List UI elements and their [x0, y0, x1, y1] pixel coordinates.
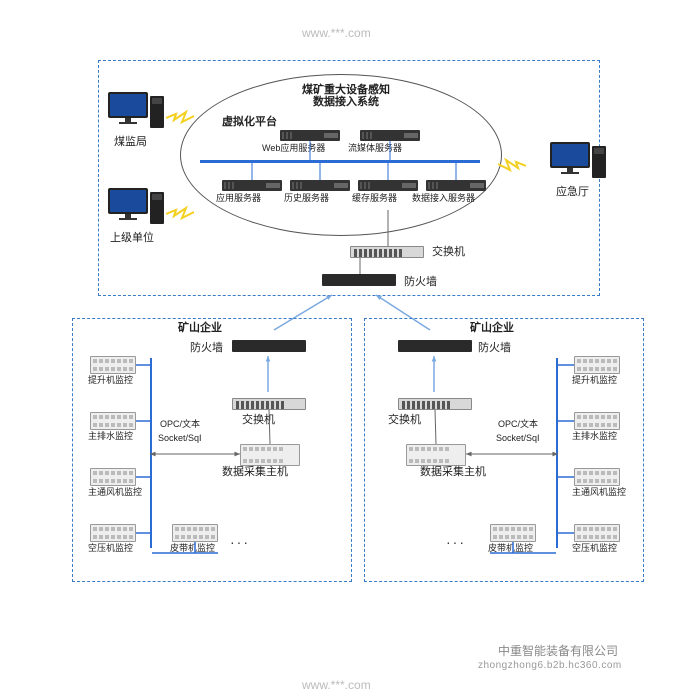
- server-label: 数据接入服务器: [412, 194, 475, 204]
- server-1u: [222, 180, 282, 191]
- switch-label: 交换机: [388, 414, 421, 426]
- client-tower: [150, 192, 164, 224]
- watermark-text: www.***.com: [302, 678, 371, 692]
- client-label: 上级单位: [110, 232, 154, 244]
- footer-company: 中重智能装备有限公司: [498, 642, 618, 659]
- ellipsis-dots: ···: [230, 534, 250, 550]
- ipc-label: 主排水监控: [572, 432, 617, 442]
- ipc-label: 主通风机监控: [88, 488, 142, 498]
- firewall-label: 防火墙: [190, 342, 223, 354]
- ellipsis-dots: ···: [446, 534, 466, 550]
- system-title: 煤矿重大设备感知数据接入系统: [302, 84, 390, 108]
- server-label: 历史服务器: [284, 194, 329, 204]
- lightning-icon: [498, 158, 526, 174]
- lightning-icon: [166, 206, 194, 222]
- switch-label: 交换机: [432, 246, 465, 258]
- mine-title: 矿山企业: [178, 322, 222, 334]
- ipc-label: 空压机监控: [572, 544, 617, 554]
- protocol-label: OPC/文本: [498, 420, 538, 430]
- host-label: 数据采集主机: [420, 466, 486, 478]
- ipc-label: 空压机监控: [88, 544, 133, 554]
- client-monitor: [104, 188, 152, 224]
- ipc-label: 提升机监控: [88, 376, 133, 386]
- client-monitor: [546, 142, 594, 178]
- mine-title: 矿山企业: [470, 322, 514, 334]
- client-label: 应急厅: [556, 186, 589, 198]
- host-label: 数据采集主机: [222, 466, 288, 478]
- lightning-icon: [166, 110, 194, 126]
- protocol-label: Socket/SqI: [496, 434, 540, 444]
- client-tower: [592, 146, 606, 178]
- ipc-label: 主排水监控: [88, 432, 133, 442]
- ipc-label: 主通风机监控: [572, 488, 626, 498]
- server-1u: [290, 180, 350, 191]
- server-1u: [358, 180, 418, 191]
- client-tower: [150, 96, 164, 128]
- server-label: 应用服务器: [216, 194, 261, 204]
- firewall-label: 防火墙: [478, 342, 511, 354]
- client-monitor: [104, 92, 152, 128]
- network-bus-bar: [200, 160, 480, 163]
- server-1u: [426, 180, 486, 191]
- ipc-label: 提升机监控: [572, 376, 617, 386]
- protocol-label: OPC/文本: [160, 420, 200, 430]
- protocol-label: Socket/SqI: [158, 434, 202, 444]
- client-label: 煤监局: [114, 136, 147, 148]
- watermark-text: www.***.com: [302, 26, 371, 40]
- virtualization-label: 虚拟化平台: [222, 116, 277, 128]
- footer-url: zhongzhong6.b2b.hc360.com: [478, 660, 622, 671]
